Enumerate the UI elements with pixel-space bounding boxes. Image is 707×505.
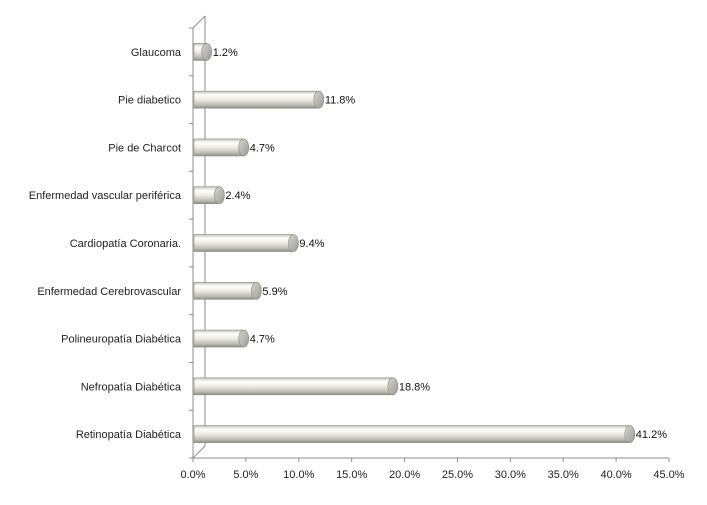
- x-tick-label: 5.0%: [233, 469, 258, 481]
- data-label: 11.8%: [325, 95, 356, 107]
- x-tick-label: 0.0%: [180, 469, 205, 481]
- x-tick-label: 45.0%: [653, 469, 684, 481]
- data-label: 2.4%: [225, 190, 250, 202]
- bar-layer: [193, 43, 636, 443]
- bar: [193, 377, 394, 396]
- category-label: Pie diabetico: [118, 95, 181, 107]
- bar-end-cap: [288, 234, 299, 252]
- bar-end-cap: [238, 138, 250, 157]
- category-label: Polineuropatía Diabética: [61, 334, 182, 346]
- x-tick-label: 15.0%: [336, 469, 367, 481]
- x-tick-label: 10.0%: [283, 469, 314, 481]
- x-tick-label: 30.0%: [495, 469, 526, 481]
- bar-end-cap: [238, 329, 250, 348]
- axis-top-connector: [192, 15, 206, 29]
- axis-floor-connector: [192, 445, 206, 459]
- data-label: 41.2%: [636, 429, 667, 441]
- data-label: 4.7%: [250, 334, 275, 346]
- x-tick-label: 35.0%: [548, 469, 579, 481]
- category-label: Cardiopatía Coronaria.: [70, 238, 181, 250]
- bar-end-cap: [387, 377, 399, 396]
- bar: [193, 90, 320, 109]
- x-tick-label: 25.0%: [442, 469, 473, 481]
- bar: [193, 281, 257, 300]
- category-label: Retinopatía Diabética: [76, 429, 182, 441]
- data-label: 5.9%: [262, 286, 287, 298]
- bar-end-cap: [214, 186, 225, 205]
- category-label: Pie de Charcot: [108, 142, 181, 154]
- bar: [193, 138, 245, 157]
- category-label: Enfermedad Cerebrovascular: [37, 286, 181, 298]
- data-label: 4.7%: [250, 142, 275, 154]
- bar: [193, 329, 245, 348]
- bar-end-cap: [624, 425, 636, 443]
- category-label: Nefropatía Diabética: [81, 381, 182, 393]
- bar-end-cap: [251, 281, 262, 300]
- x-tick-label: 40.0%: [601, 469, 632, 481]
- bar-end-cap: [313, 90, 325, 109]
- bar: [193, 425, 631, 443]
- data-label: 9.4%: [299, 238, 324, 250]
- data-label: 18.8%: [399, 381, 430, 393]
- label-layer: 0.0% 5.0% 10.0% 15.0% 20.0% 25.0% 30.0% 35.0% 40…: [29, 47, 685, 481]
- data-label: 1.2%: [213, 47, 238, 59]
- bar-end-cap: [201, 43, 212, 61]
- category-label: Enfermedad vascular periférica: [29, 190, 182, 202]
- x-tick-label: 20.0%: [389, 469, 420, 481]
- axis-layer: [189, 15, 670, 462]
- category-label: Glaucoma: [131, 47, 182, 59]
- bar: [193, 234, 294, 252]
